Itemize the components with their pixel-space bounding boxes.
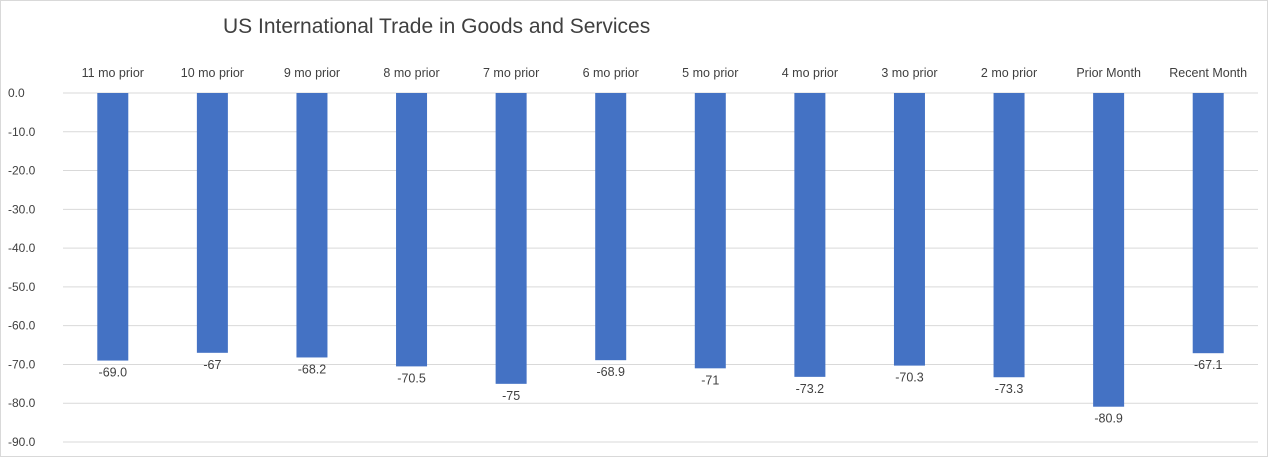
category-label: 3 mo prior [881,66,937,80]
chart-title: US International Trade in Goods and Serv… [223,15,651,38]
data-label: -75 [502,389,520,403]
category-label: 4 mo prior [782,66,838,80]
bar [595,93,627,361]
y-tick-label: -80.0 [8,396,36,410]
data-label: -69.0 [99,366,128,380]
bar [694,93,726,369]
data-label: -71 [701,373,719,387]
category-label: 7 mo prior [483,66,539,80]
category-label: Prior Month [1076,66,1141,80]
bar [97,93,129,361]
data-label: -68.9 [596,365,625,379]
category-label: 8 mo prior [383,66,439,80]
data-label: -67.1 [1194,358,1223,372]
bar [196,93,228,353]
data-label: -73.3 [995,382,1024,396]
y-tick-label: 0.0 [8,86,25,100]
data-label: -70.3 [895,371,924,385]
y-tick-label: -40.0 [8,241,36,255]
category-label: 11 mo prior [82,66,144,80]
data-label: -68.2 [298,362,327,376]
category-label: 5 mo prior [682,66,738,80]
bar [1192,93,1224,354]
bar [396,93,428,367]
category-label: 10 mo prior [181,66,244,80]
bar [296,93,328,358]
category-label: 6 mo prior [583,66,639,80]
y-tick-label: -60.0 [8,319,36,333]
category-label: 9 mo prior [284,66,340,80]
data-label: -67 [203,358,221,372]
bar [993,93,1025,378]
bar [794,93,826,377]
y-tick-label: -30.0 [8,202,36,216]
y-tick-label: -20.0 [8,164,36,178]
y-tick-label: -50.0 [8,280,36,294]
data-label: -73.2 [796,382,825,396]
data-label: -80.9 [1094,412,1123,426]
bar [1093,93,1125,407]
category-label: 2 mo prior [981,66,1037,80]
y-tick-label: -70.0 [8,357,36,371]
category-label: Recent Month [1169,66,1247,80]
bar [495,93,527,384]
data-label: -70.5 [397,371,426,385]
bar [893,93,925,366]
y-tick-label: -90.0 [8,435,36,449]
y-tick-label: -10.0 [8,125,36,139]
